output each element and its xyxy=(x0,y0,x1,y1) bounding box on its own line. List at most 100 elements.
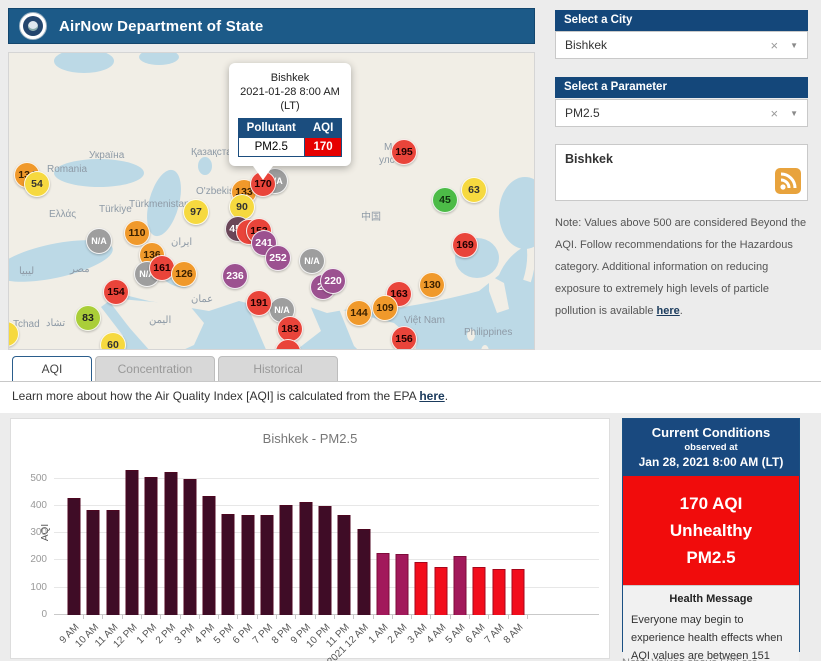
aqi-marker[interactable]: N/A xyxy=(299,248,325,274)
chart-bar[interactable] xyxy=(472,566,486,615)
aqi-marker[interactable]: 126 xyxy=(171,261,197,287)
chart-column: 11 AM xyxy=(93,465,123,649)
health-message-block: Health Message Everyone may begin to exp… xyxy=(623,585,799,661)
chart-title: Bishkek - PM2.5 xyxy=(262,431,358,446)
beyond-aqi-note: Note: Values above 500 are considered Be… xyxy=(555,217,807,317)
current-conditions-panel: Current Conditions observed at Jan 28, 2… xyxy=(622,418,800,661)
aqi-map[interactable]: Україна Romania Türkiye Ελλάς ليبيا مصر Tchad ت… xyxy=(8,52,535,350)
chart-bar[interactable] xyxy=(221,513,235,615)
chart-column: 1 AM xyxy=(367,465,393,646)
city-chevron-down-icon[interactable]: ▼ xyxy=(790,40,798,50)
chart-column: 1 PM xyxy=(135,465,162,646)
x-axis-label: 1 AM xyxy=(366,622,391,646)
city-clear-icon[interactable]: × xyxy=(770,37,779,53)
chart-bar[interactable] xyxy=(414,561,428,615)
aqi-marker[interactable]: 236 xyxy=(222,263,248,289)
map-country-label: Қазақстан xyxy=(191,147,238,158)
chart-bar[interactable] xyxy=(299,501,313,615)
map-country-label: Việt Nam xyxy=(404,315,445,326)
chart-column: 12 PM xyxy=(111,465,142,650)
aqi-marker[interactable]: 144 xyxy=(346,300,372,326)
chart-bar[interactable] xyxy=(183,478,197,615)
aqi-marker[interactable]: 83 xyxy=(75,305,101,331)
chart-bar[interactable] xyxy=(511,568,525,615)
aqi-marker[interactable]: 169 xyxy=(452,232,478,258)
map-country-label: O'zbekiston xyxy=(196,186,248,197)
chart-bar[interactable] xyxy=(67,497,81,615)
aqi-marker[interactable]: 110 xyxy=(124,220,150,246)
chart-bar[interactable] xyxy=(202,496,216,615)
map-country-label: улс xyxy=(379,155,395,166)
y-axis-tick: 400 xyxy=(30,499,47,511)
x-axis-label: 5 PM xyxy=(211,622,237,647)
chart-column: 6 PM xyxy=(231,465,258,646)
parameter-clear-icon[interactable]: × xyxy=(770,105,779,121)
x-axis-label: 4 AM xyxy=(424,622,449,646)
aqi-marker[interactable]: 154 xyxy=(103,279,129,305)
chart-bar[interactable] xyxy=(125,470,139,615)
chart-bar[interactable] xyxy=(337,515,351,615)
map-country-label: تشاد xyxy=(46,318,66,329)
chart-column: 28, 2021 12 AM xyxy=(314,465,374,661)
aqi-marker[interactable]: 63 xyxy=(461,177,487,203)
chart-column: 10 PM xyxy=(304,465,335,650)
x-axis-label: 7 PM xyxy=(250,622,275,647)
chart-bar[interactable] xyxy=(86,510,100,615)
chart-bar[interactable] xyxy=(318,506,332,615)
popup-col-aqi: AQI xyxy=(303,118,343,138)
tab-aqi[interactable]: AQI xyxy=(12,356,92,382)
chart-bar[interactable] xyxy=(279,504,293,615)
aqi-marker[interactable]: 156 xyxy=(391,326,417,349)
aqi-marker[interactable]: N/A xyxy=(86,228,112,254)
map-country-label: Tchad xyxy=(13,319,40,330)
state-dept-seal-logo xyxy=(19,12,47,40)
chart-bar[interactable] xyxy=(144,477,158,615)
chart-bar[interactable] xyxy=(395,553,409,615)
chart-column: 3 AM xyxy=(405,465,432,646)
aqi-marker[interactable]: 45 xyxy=(432,187,458,213)
chart-bar[interactable] xyxy=(164,471,177,615)
map-country-label: Ελλάς xyxy=(49,209,77,220)
aqi-marker[interactable]: 54 xyxy=(24,171,50,197)
map-country-label: عمان xyxy=(191,294,214,305)
chart-column: 5 PM xyxy=(212,465,239,646)
chart-bar[interactable] xyxy=(357,529,370,615)
aqi-marker[interactable]: 241 xyxy=(251,230,277,256)
aqi-marker[interactable]: 60 xyxy=(100,332,126,349)
aqi-marker[interactable]: 183 xyxy=(277,316,303,342)
aqi-marker[interactable]: 195 xyxy=(391,139,417,165)
y-axis-tick: 0 xyxy=(41,609,47,620)
chart-bar[interactable] xyxy=(260,514,274,615)
y-axis-tick: 100 xyxy=(30,581,47,593)
parameter-chevron-down-icon[interactable]: ▼ xyxy=(790,108,798,118)
parameter-select[interactable]: PM2.5 × ▼ xyxy=(555,99,808,127)
map-country-label: Philippines xyxy=(464,327,513,338)
chart-bar[interactable] xyxy=(492,568,506,615)
aqi-value: 170 AQI xyxy=(679,494,743,513)
chart-bar[interactable] xyxy=(376,552,390,615)
learn-more-here-link[interactable]: here xyxy=(419,389,445,403)
chart-bar[interactable] xyxy=(241,515,255,615)
aqi-marker[interactable]: 97 xyxy=(183,199,209,225)
gridline xyxy=(54,477,599,479)
observed-at-label: observed at xyxy=(684,442,738,453)
aqi-marker[interactable]: 109 xyxy=(372,295,398,321)
aqi-marker[interactable]: 130 xyxy=(419,272,445,298)
x-axis-label: 5 AM xyxy=(443,622,468,646)
aqi-category: Unhealthy xyxy=(669,521,753,540)
note-here-link[interactable]: here xyxy=(656,305,680,317)
aqi-marker[interactable]: 220 xyxy=(320,268,346,294)
chart-bar[interactable] xyxy=(434,566,448,615)
rss-icon[interactable] xyxy=(775,168,801,194)
chart-bar[interactable] xyxy=(106,510,120,615)
chart-column: 4 AM xyxy=(425,465,451,646)
aqi-marker[interactable]: 252 xyxy=(265,245,291,271)
aqi-marker[interactable]: 191 xyxy=(246,290,272,316)
aqi-chart-card: Bishkek - PM2.5 AQI 0 100 200 300 400 500 9 AM… xyxy=(10,418,610,661)
tab-historical[interactable]: Historical xyxy=(218,356,338,382)
y-axis-tick: 200 xyxy=(30,554,47,566)
tab-concentration[interactable]: Concentration xyxy=(95,356,215,382)
city-select[interactable]: Bishkek × ▼ xyxy=(555,31,808,59)
chart-bar[interactable] xyxy=(453,555,467,615)
app-title: AirNow Department of State xyxy=(59,17,264,35)
